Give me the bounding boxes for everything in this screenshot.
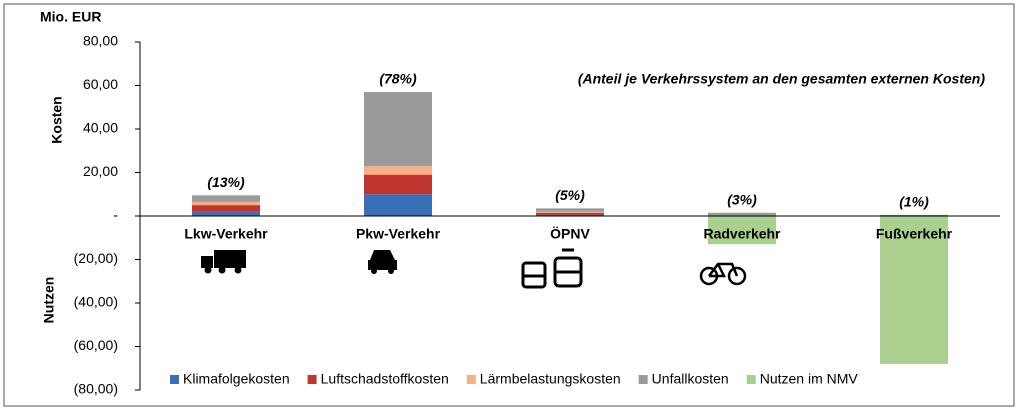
bar-segment <box>708 216 776 245</box>
bar-segment <box>192 211 260 216</box>
bar-segment <box>364 165 432 175</box>
share-label: (78%) <box>379 71 417 87</box>
icons <box>201 248 898 307</box>
legend-label: Nutzen im NMV <box>760 371 859 387</box>
y-tick-label: 60,00 <box>83 76 118 92</box>
y-tick-label: (80,00) <box>74 381 118 397</box>
legend-swatch <box>307 375 317 384</box>
truck-icon <box>201 250 246 274</box>
legend-label: Luftschadstoffkosten <box>321 371 449 387</box>
share-label: (5%) <box>555 187 585 203</box>
y-tick-label: - <box>113 207 118 223</box>
bar-segment <box>192 205 260 212</box>
bar-segment <box>192 201 260 206</box>
bar-segment <box>536 214 604 216</box>
y-tick-label: 80,00 <box>83 33 118 49</box>
y-tick-label: 40,00 <box>83 120 118 136</box>
bar-segment <box>536 211 604 213</box>
tram-icon <box>553 248 583 288</box>
share-label: (13%) <box>207 174 245 190</box>
bar-segment <box>536 212 604 215</box>
annotation: (Anteil je Verkehrssystem an den gesamte… <box>578 71 986 87</box>
legend-swatch <box>170 375 179 384</box>
legend-swatch <box>466 375 476 384</box>
bar-segment <box>364 92 432 166</box>
legend-label: Klimafolgekosten <box>183 371 290 387</box>
bar-segment <box>536 208 604 212</box>
legend-swatch <box>746 375 756 384</box>
category-label: Lkw-Verkehr <box>184 226 268 242</box>
bar-segment <box>192 195 260 202</box>
bar-segment <box>364 174 432 195</box>
bar-segment <box>880 214 948 216</box>
cost-axis-label: Kosten <box>49 96 65 143</box>
category-label: ÖPNV <box>550 226 590 242</box>
car-icon <box>368 250 397 274</box>
bar-segment <box>880 216 948 364</box>
legend-label: Unfallkosten <box>652 371 729 387</box>
legend-label: Lärmbelastungskosten <box>480 371 621 387</box>
category-label: Radverkehr <box>703 226 781 242</box>
category-label: Pkw-Verkehr <box>356 226 441 242</box>
y-tick-label: (60,00) <box>74 337 118 353</box>
bar-segment <box>708 212 776 216</box>
share-label: (1%) <box>899 194 929 210</box>
share-label: (3%) <box>727 191 757 207</box>
y-tick-label: (40,00) <box>74 294 118 310</box>
y-tick-label: (20,00) <box>74 250 118 266</box>
bus-icon <box>521 261 547 289</box>
legend-swatch <box>638 375 648 384</box>
frame <box>3 3 1015 407</box>
benefit-axis-label: Nutzen <box>41 277 57 324</box>
category-label: Fußverkehr <box>876 226 953 242</box>
bar-segment <box>364 194 432 216</box>
bicycle-icon <box>699 262 747 286</box>
y-tick-label: 20,00 <box>83 163 118 179</box>
y-unit-label: Mio. EUR <box>40 9 101 25</box>
